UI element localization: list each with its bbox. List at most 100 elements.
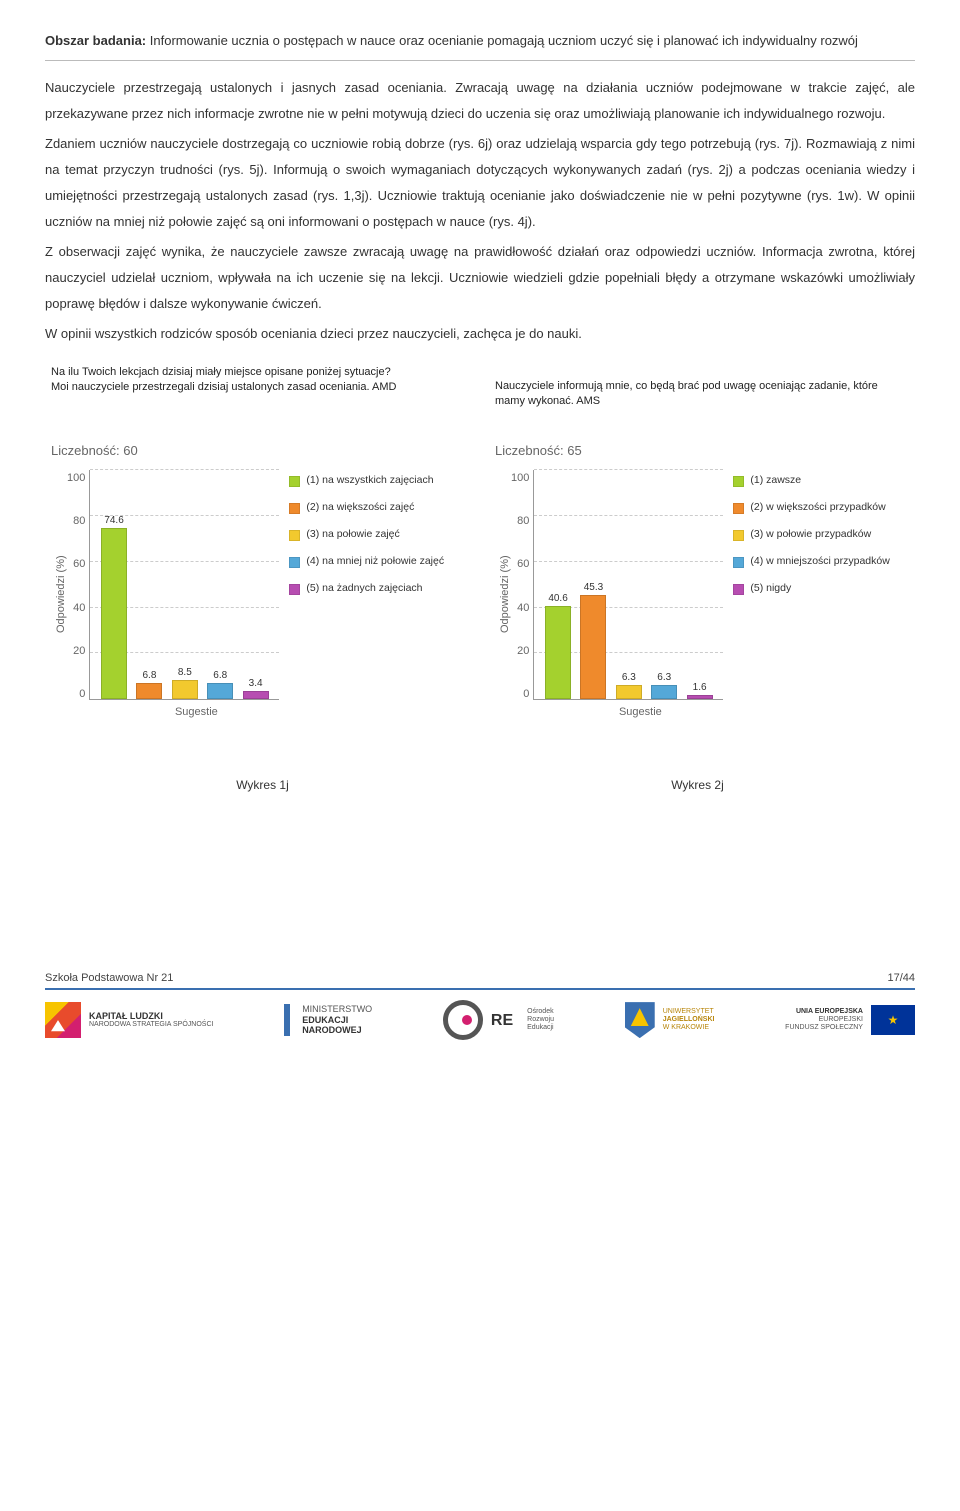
legend-text: (1) zawsze xyxy=(750,474,801,486)
chart-1-question: Na ilu Twoich lekcjach dzisiaj miały mie… xyxy=(51,365,465,425)
logo-text: MINISTERSTWO xyxy=(302,1004,372,1015)
chart-2-count: Liczebność: 65 xyxy=(495,443,909,458)
legend-text: (4) w mniejszości przypadków xyxy=(750,555,889,567)
legend-swatch xyxy=(733,503,744,514)
caption-2: Wykres 2j xyxy=(480,778,915,792)
caption-1: Wykres 1j xyxy=(45,778,480,792)
logo-text: EDUKACJI xyxy=(302,1015,372,1026)
legend-swatch xyxy=(289,476,300,487)
legend-swatch xyxy=(733,530,744,541)
chart-1-xlabel: Sugestie xyxy=(113,706,279,718)
chart-2: Nauczyciele informują mnie, co będą brać… xyxy=(495,365,909,718)
ytick: 40 xyxy=(511,602,529,614)
legend-item: (2) w większości przypadków xyxy=(733,501,909,514)
legend-text: (2) na większości zajęć xyxy=(306,501,414,513)
legend-item: (1) na wszystkich zajęciach xyxy=(289,474,465,487)
chart-2-yticks: 100 80 60 40 20 0 xyxy=(511,470,533,700)
bar-value-label: 6.3 xyxy=(622,672,636,683)
bar-rect xyxy=(580,595,606,699)
bar-rect xyxy=(545,606,571,699)
logo-text: EUROPEJSKI xyxy=(785,1016,863,1024)
paragraph-2: Zdaniem uczniów nauczyciele dostrzegają … xyxy=(45,131,915,235)
bar-rect xyxy=(616,685,642,699)
bar: 3.4 xyxy=(241,678,271,699)
bar: 6.8 xyxy=(134,670,164,699)
bar: 45.3 xyxy=(578,582,608,699)
paragraph-1: Nauczyciele przestrzegają ustalonych i j… xyxy=(45,75,915,127)
uj-icon xyxy=(625,1002,655,1038)
ytick: 60 xyxy=(67,558,85,570)
logo-text: W KRAKOWIE xyxy=(663,1024,715,1032)
legend-swatch xyxy=(733,557,744,568)
bar-value-label: 8.5 xyxy=(178,667,192,678)
legend-swatch xyxy=(289,557,300,568)
bar-rect xyxy=(207,683,233,699)
logo-text: Rozwoju xyxy=(527,1016,554,1024)
ore-icon xyxy=(443,1000,483,1040)
logo-ore: RE Ośrodek Rozwoju Edukacji xyxy=(443,1000,554,1040)
legend-item: (4) w mniejszości przypadków xyxy=(733,555,909,568)
bar-value-label: 74.6 xyxy=(104,515,123,526)
legend-text: (1) na wszystkich zajęciach xyxy=(306,474,433,486)
bars-container: 74.6 6.8 8.5 6.8 3.4 xyxy=(90,470,279,699)
charts-row: Na ilu Twoich lekcjach dzisiaj miały mie… xyxy=(45,365,915,718)
bar-value-label: 3.4 xyxy=(249,678,263,689)
paragraph-4: W opinii wszystkich rodziców sposób ocen… xyxy=(45,321,915,347)
chart-1: Na ilu Twoich lekcjach dzisiaj miały mie… xyxy=(51,365,465,718)
ytick: 60 xyxy=(511,558,529,570)
legend-swatch xyxy=(733,476,744,487)
legend-item: (3) na połowie zajęć xyxy=(289,528,465,541)
chart-1-yticks: 100 80 60 40 20 0 xyxy=(67,470,89,700)
logo-text: JAGIELLOŃSKI xyxy=(663,1016,715,1024)
logo-text: NARODOWEJ xyxy=(302,1025,372,1036)
bar-rect xyxy=(651,685,677,699)
ytick: 80 xyxy=(67,515,85,527)
ytick: 0 xyxy=(511,688,529,700)
footer-divider xyxy=(45,988,915,990)
logo-text: Edukacji xyxy=(527,1024,554,1032)
bar-value-label: 6.8 xyxy=(142,670,156,681)
bar: 6.3 xyxy=(649,672,679,699)
chart-1-plot: 74.6 6.8 8.5 6.8 3.4 xyxy=(89,470,279,700)
logo-text: Ośrodek xyxy=(527,1008,554,1016)
bar: 1.6 xyxy=(685,682,715,699)
page-content: Obszar badania: Informowanie ucznia o po… xyxy=(0,0,960,812)
chart-2-plot: 40.6 45.3 6.3 6.3 1.6 xyxy=(533,470,723,700)
section-label: Obszar badania: xyxy=(45,33,146,48)
paragraph-3: Z obserwacji zajęć wynika, że nauczyciel… xyxy=(45,239,915,317)
legend-text: (3) w połowie przypadków xyxy=(750,528,871,540)
legend-swatch xyxy=(289,530,300,541)
legend-item: (4) na mniej niż połowie zajęć xyxy=(289,555,465,568)
bar-rect xyxy=(243,691,269,699)
bar: 74.6 xyxy=(99,515,129,700)
legend-text: (5) nigdy xyxy=(750,582,791,594)
footer-logos: KAPITAŁ LUDZKI NARODOWA STRATEGIA SPÓJNO… xyxy=(45,1000,915,1040)
footer-page: 17/44 xyxy=(887,972,915,984)
bar: 6.8 xyxy=(205,670,235,699)
logo-text: KAPITAŁ LUDZKI xyxy=(89,1011,213,1022)
bar-value-label: 6.8 xyxy=(213,670,227,681)
bar-value-label: 45.3 xyxy=(584,582,603,593)
bar-value-label: 40.6 xyxy=(548,593,567,604)
logo-text: FUNDUSZ SPOŁECZNY xyxy=(785,1024,863,1032)
logo-eu: UNIA EUROPEJSKA EUROPEJSKI FUNDUSZ SPOŁE… xyxy=(785,1005,915,1035)
ytick: 20 xyxy=(511,645,529,657)
bar-value-label: 6.3 xyxy=(657,672,671,683)
ytick: 100 xyxy=(511,472,529,484)
chart-2-question: Nauczyciele informują mnie, co będą brać… xyxy=(495,365,909,425)
page-footer: Szkoła Podstawowa Nr 21 17/44 KAPITAŁ LU… xyxy=(0,972,960,1050)
ytick: 80 xyxy=(511,515,529,527)
logo-text: UNIA EUROPEJSKA xyxy=(785,1008,863,1016)
chart-2-ylabel: Odpowiedzi (%) xyxy=(495,470,511,718)
kapital-icon xyxy=(45,1002,81,1038)
bar-value-label: 1.6 xyxy=(693,682,707,693)
legend-item: (5) nigdy xyxy=(733,582,909,595)
chart-2-legend: (1) zawsze (2) w większości przypadków (3)… xyxy=(733,470,909,718)
ytick: 100 xyxy=(67,472,85,484)
section-header: Obszar badania: Informowanie ucznia o po… xyxy=(45,30,915,52)
legend-item: (3) w połowie przypadków xyxy=(733,528,909,541)
logo-text: UNIWERSYTET xyxy=(663,1008,715,1016)
bar: 8.5 xyxy=(170,667,200,700)
bar: 6.3 xyxy=(614,672,644,699)
bars-container: 40.6 45.3 6.3 6.3 1.6 xyxy=(534,470,723,699)
